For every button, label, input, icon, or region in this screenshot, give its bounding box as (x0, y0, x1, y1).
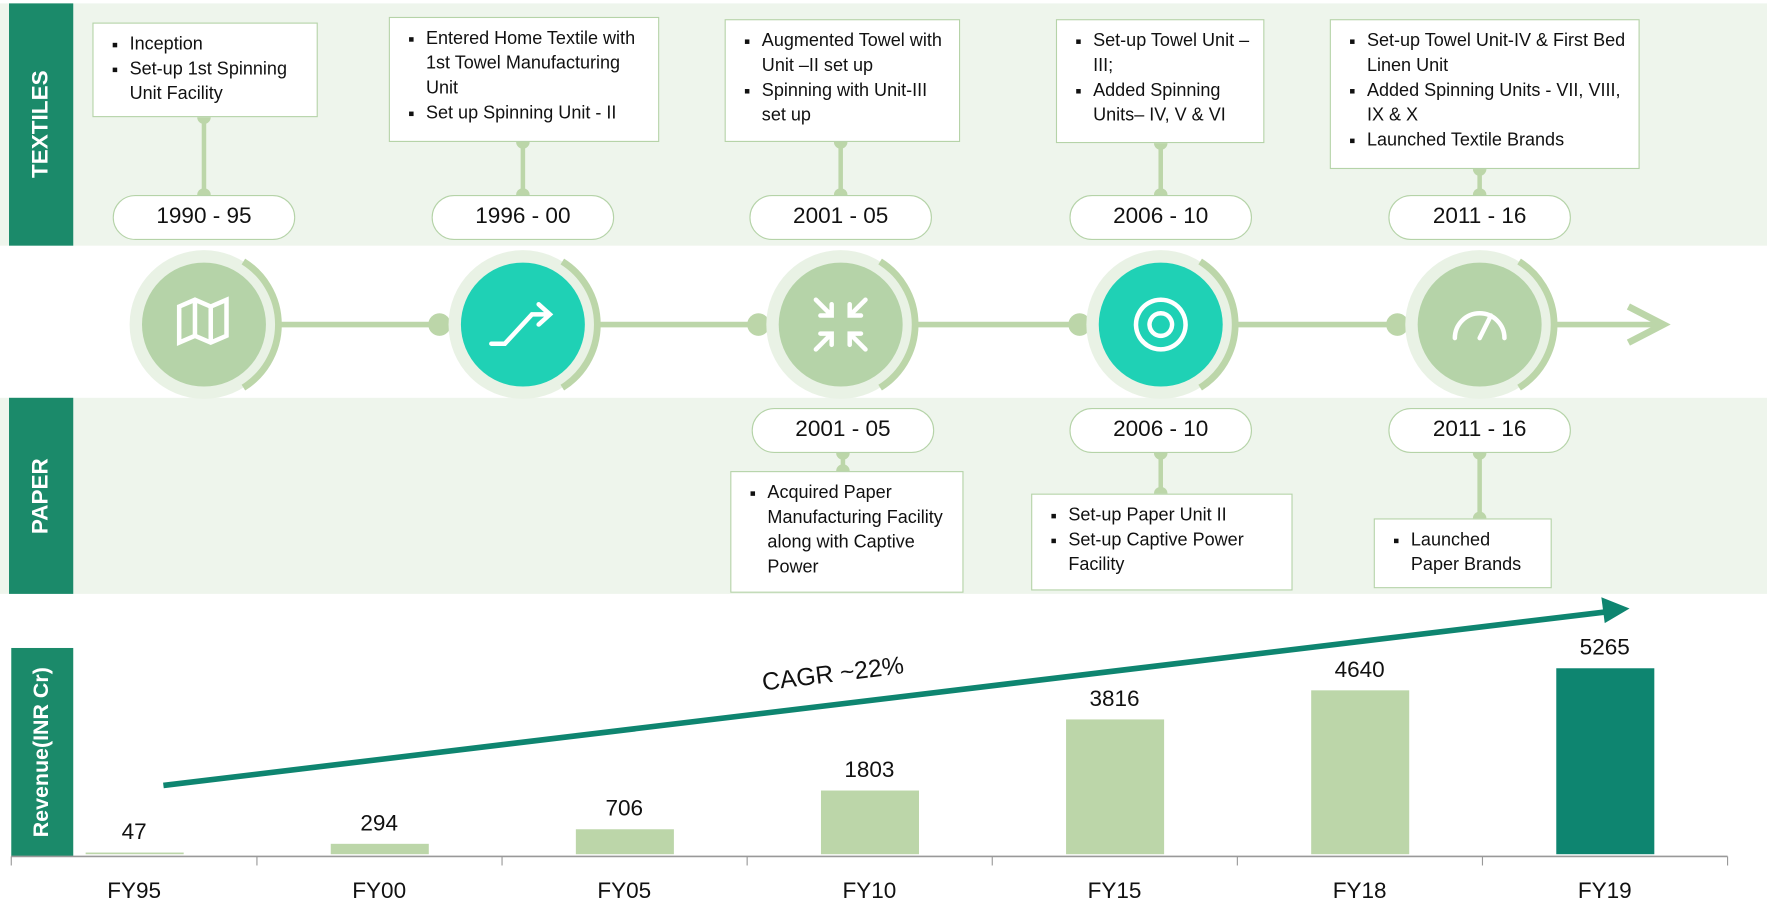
textiles-label: TEXTILES (28, 70, 53, 179)
trend-arrow (163, 609, 1607, 789)
bar (330, 843, 429, 855)
icon-arc (1517, 258, 1558, 391)
bullet-list: Acquired Paper Manufacturing Facility al… (747, 481, 951, 580)
bullet-list: Launched Paper Brands (1391, 529, 1540, 579)
bullet-list: Set-up Paper Unit IISet-up Captive Power… (1048, 504, 1280, 578)
value-label: 294 (360, 810, 398, 835)
x-tick-label: FY18 (1333, 878, 1387, 903)
glyph-path (813, 297, 868, 352)
bar (1066, 719, 1165, 855)
glyph-path (1452, 311, 1507, 341)
period-label: 2006 - 10 (1069, 407, 1253, 454)
icon-glyph (176, 296, 229, 347)
bullet: Set-up 1st Spinning Unit Facility (130, 57, 306, 107)
value-label: 47 (122, 819, 147, 844)
value-label: 706 (606, 796, 644, 821)
x-tick-label: FY19 (1578, 878, 1632, 903)
period-label: 2001 - 05 (751, 407, 935, 454)
event-box: Entered Home Textile with 1st Towel Manu… (388, 16, 660, 142)
bullet: Inception (130, 33, 306, 58)
icon-circle (1098, 262, 1223, 387)
paper-label: PAPER (28, 457, 53, 534)
icon-glyph (1452, 311, 1507, 341)
bullet: Set-up Paper Unit II (1068, 504, 1280, 529)
icon-glyph (1133, 297, 1188, 352)
icon-circle (1417, 262, 1542, 387)
event-box: Launched Paper Brands (1373, 518, 1552, 589)
icon-circle (778, 262, 903, 387)
bullet: Launched Textile Brands (1367, 128, 1627, 153)
value-label: 3816 (1089, 686, 1139, 711)
y-axis-label: Revenue(INR Cr) (29, 667, 54, 838)
bullet: Added Spinning Units– IV, V & VI (1093, 79, 1252, 129)
event-box: Set-up Paper Unit IISet-up Captive Power… (1031, 493, 1293, 591)
icon-arc (560, 258, 601, 391)
glyph-path (176, 296, 229, 347)
paper-tab (9, 397, 74, 594)
bar (85, 852, 184, 855)
bullet-list: Augmented Towel with Unit –II set upSpin… (742, 29, 948, 128)
icon-glyph (813, 297, 868, 352)
value-label: 4640 (1335, 657, 1385, 682)
timeline-dots (428, 313, 1409, 336)
bullet-list: Entered Home Textile with 1st Towel Manu… (406, 27, 647, 126)
bullet-list: InceptionSet-up 1st Spinning Unit Facili… (109, 33, 305, 107)
x-tick-label: FY05 (597, 878, 651, 903)
bullet: Augmented Towel with Unit –II set up (762, 29, 948, 79)
icon-circle (141, 262, 266, 387)
period-label: 2011 - 16 (1388, 194, 1571, 241)
trend-arrowhead (1601, 597, 1630, 624)
value-label: 5265 (1580, 635, 1630, 660)
revenue-chart: 47 FY95 294 FY00 706 FY05 1803 FY10 3816 FY15 4640… (10, 597, 1729, 903)
milestone-icons (129, 250, 1558, 399)
bullet: Acquired Paper Manufacturing Facility al… (767, 481, 951, 580)
x-tick-label: FY10 (843, 878, 897, 903)
period-label: 2006 - 10 (1069, 194, 1253, 241)
bullet: Set up Spinning Unit - II (426, 101, 647, 126)
icon-arc (241, 258, 282, 391)
period-label: 2011 - 16 (1388, 407, 1571, 454)
bullet: Set-up Towel Unit-IV & First Bed Linen U… (1367, 29, 1627, 79)
bullet: Spinning with Unit-III set up (762, 79, 948, 129)
bullet: Added Spinning Units - VII, VIII, IX & X (1367, 79, 1627, 129)
bar (820, 790, 920, 855)
bullet: Launched Paper Brands (1411, 529, 1539, 579)
x-tick-label: FY00 (352, 878, 406, 903)
event-box: InceptionSet-up 1st Spinning Unit Facili… (92, 22, 318, 118)
event-box: Acquired Paper Manufacturing Facility al… (730, 471, 964, 593)
bullet-list: Set-up Towel Unit-IV & First Bed Linen U… (1347, 29, 1628, 153)
bar (1311, 690, 1410, 855)
x-tick-label: FY95 (107, 878, 161, 903)
period-label: 2001 - 05 (749, 194, 932, 241)
event-box: Augmented Towel with Unit –II set upSpin… (724, 19, 961, 142)
x-tick-label: FY15 (1088, 878, 1142, 903)
period-label: 1996 - 00 (431, 194, 615, 241)
period-label: 1990 - 95 (112, 194, 296, 241)
bullet: Set-up Captive Power Facility (1068, 529, 1280, 579)
icon-arc (878, 258, 919, 391)
glyph-path (489, 302, 554, 346)
icon-glyph (489, 302, 554, 346)
annotation: CAGR ~22% (761, 652, 906, 696)
bullet: Entered Home Textile with 1st Towel Manu… (426, 27, 647, 101)
value-label: 1803 (844, 757, 894, 782)
event-box: Set-up Towel Unit – III;Added Spinning U… (1055, 19, 1265, 144)
textiles-tab (9, 3, 74, 246)
bullet: Set-up Towel Unit – III; (1093, 29, 1252, 79)
revenue-tab (11, 647, 74, 857)
bullet-list: Set-up Towel Unit – III;Added Spinning U… (1073, 29, 1252, 128)
bar (1556, 668, 1655, 855)
icon-arc (1198, 258, 1239, 391)
glyph-path (1133, 297, 1188, 352)
bar (575, 829, 674, 855)
event-box: Set-up Towel Unit-IV & First Bed Linen U… (1329, 19, 1640, 170)
